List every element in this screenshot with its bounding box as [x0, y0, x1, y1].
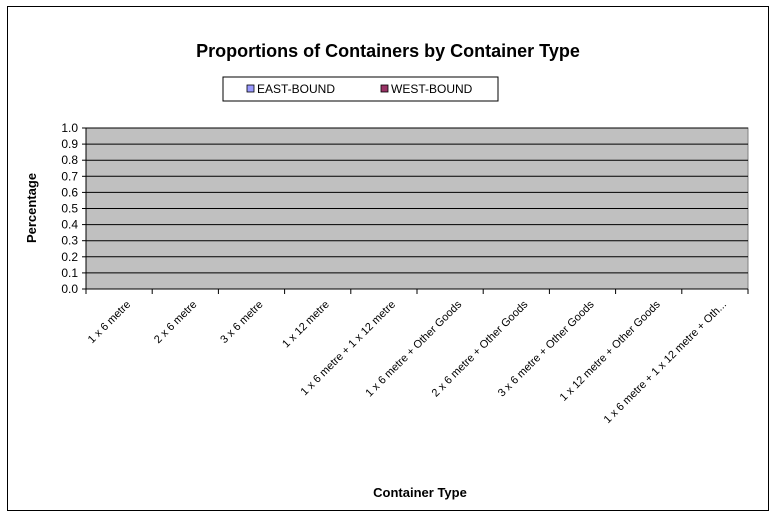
- x-category-label: 1 x 6 metre: [86, 299, 133, 346]
- legend-box: [222, 76, 499, 102]
- legend-label-east-bound: EAST-BOUND: [257, 82, 335, 96]
- y-tick-label: 0.0: [61, 282, 78, 296]
- y-tick-label: 0.7: [61, 169, 78, 183]
- y-tick-label: 0.3: [61, 234, 78, 248]
- chart-title: Proportions of Containers by Container T…: [196, 41, 580, 61]
- y-tick-label: 0.5: [61, 202, 78, 216]
- x-category-label: 1 x 6 metre + 1 x 12 metre + Oth...: [602, 299, 729, 426]
- legend-swatch-east-bound: [246, 84, 255, 93]
- x-category-label: 1 x 12 metre: [280, 299, 332, 351]
- x-axis-title: Container Type: [373, 485, 467, 500]
- y-tick-label: 0.2: [61, 250, 78, 264]
- y-tick-label: 1.0: [61, 121, 78, 135]
- x-category-label: 3 x 6 metre: [218, 299, 265, 346]
- y-axis-title: Percentage: [24, 173, 39, 243]
- y-tick-label: 0.8: [61, 153, 78, 167]
- legend: EAST-BOUND WEST-BOUND: [222, 76, 499, 102]
- y-tick-label: 0.4: [61, 218, 78, 232]
- plot-area: 0.0 0.1 0.2 0.3 0.4 0.5 0.6 0.7 0.8 0.9 1.0 1 x 6 m…: [61, 121, 749, 426]
- y-tick-label: 0.1: [61, 266, 78, 280]
- chart-svg: Proportions of Containers by Container T…: [24, 41, 749, 500]
- legend-swatch-west-bound: [380, 84, 389, 93]
- y-tick-label: 0.9: [61, 137, 78, 151]
- y-tick-label: 0.6: [61, 185, 78, 199]
- x-category-label: 2 x 6 metre: [152, 299, 199, 346]
- legend-label-west-bound: WEST-BOUND: [391, 82, 473, 96]
- chart-frame: Proportions of Containers by Container T…: [7, 6, 769, 511]
